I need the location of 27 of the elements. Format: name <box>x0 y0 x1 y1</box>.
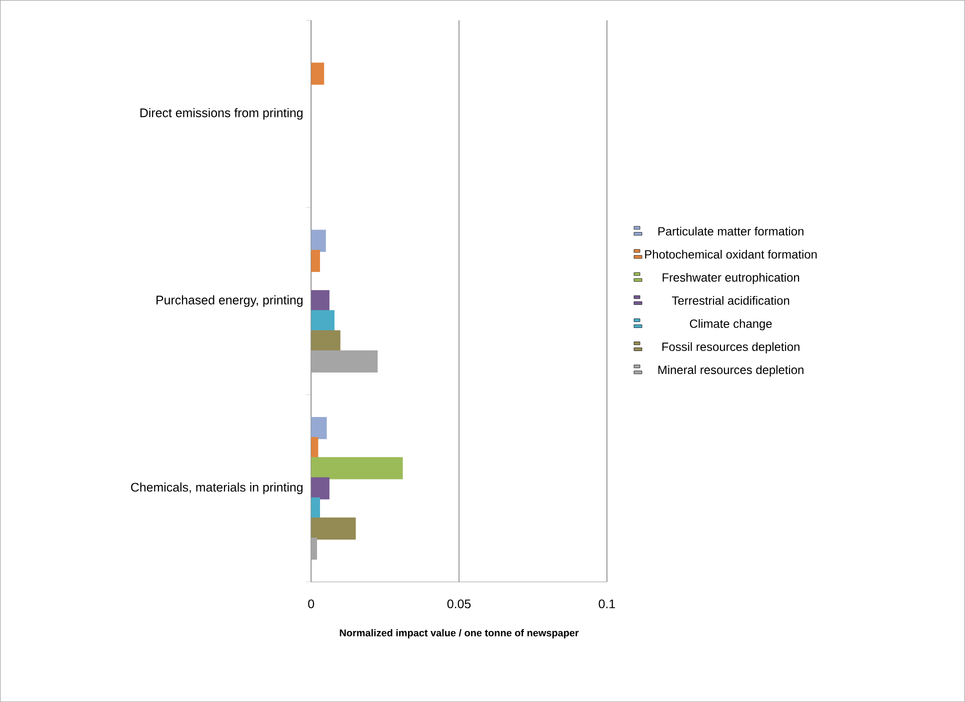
bar <box>311 330 340 352</box>
bar <box>311 416 327 439</box>
bar <box>311 290 330 312</box>
text: Climate change <box>690 319 772 330</box>
bar <box>311 62 324 85</box>
text: Terrestrial acidification <box>672 296 790 305</box>
bar <box>311 310 334 332</box>
bar <box>311 250 320 272</box>
y-tick-label: Direct emissions from printing <box>140 108 303 120</box>
bar <box>311 457 403 480</box>
legend-label: Photochemical oxidant formation <box>645 250 817 259</box>
bar <box>311 350 378 372</box>
x-tick-label: 0.1 <box>598 599 615 608</box>
x-tick-label: 0 <box>308 599 314 608</box>
y-tick-label: Chemicals, materials in printing <box>131 482 303 494</box>
x-axis-title: Normalized impact value / one tonne of newspaper <box>340 629 579 638</box>
bar <box>311 538 318 560</box>
y-tick-label: Purchased energy, printing <box>156 295 303 307</box>
x-tick-label: 0.05 <box>447 599 471 608</box>
legend-label: Fossil resources depletion <box>662 342 800 354</box>
bar <box>311 230 326 252</box>
legend-label: Particulate matter formation <box>658 226 804 236</box>
legend-label: Mineral resources depletion <box>658 365 804 376</box>
bar <box>311 497 320 520</box>
bar <box>311 477 330 500</box>
bar <box>311 517 356 540</box>
legend-label: Freshwater eutrophication <box>662 272 800 284</box>
